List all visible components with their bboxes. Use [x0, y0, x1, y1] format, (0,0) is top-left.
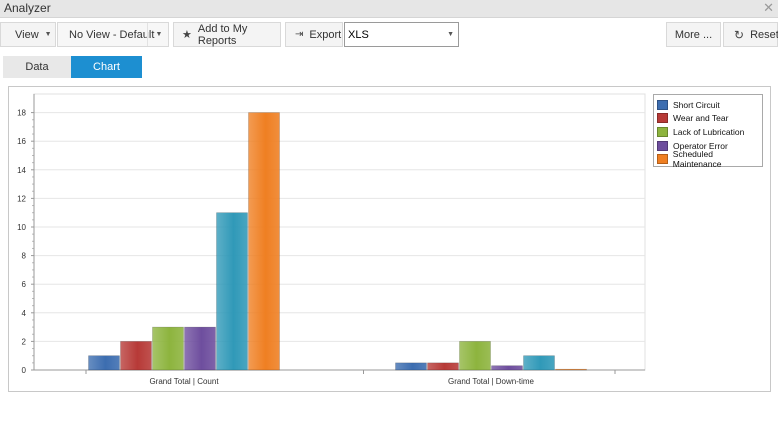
legend-label: Short Circuit	[673, 99, 720, 110]
window-titlebar: Analyzer ✕	[0, 0, 778, 18]
reset-icon: ↻	[734, 27, 745, 42]
bar-1-2	[459, 341, 491, 371]
chart-legend: Short Circuit Wear and Tear Lack of Lubric…	[653, 94, 763, 170]
y-tick-label: 14	[17, 166, 26, 175]
x-category-label: Grand Total | Down-time	[448, 377, 535, 386]
add-to-reports-button[interactable]: ★ Add to My Reports	[173, 22, 281, 47]
y-tick-label: 10	[17, 223, 26, 232]
y-tick-label: 0	[22, 366, 27, 375]
bar-1-3	[491, 365, 523, 371]
y-tick-label: 8	[22, 252, 27, 261]
export-format-select[interactable]: XLS ▼	[344, 22, 459, 47]
view-selector-label: No View - Default	[69, 28, 155, 41]
view-label: View	[15, 28, 39, 41]
more-label: More ...	[674, 28, 713, 41]
chevron-down-icon: ▼	[44, 31, 52, 38]
more-button[interactable]: More ...	[666, 22, 721, 47]
reset-label: Reset	[750, 28, 778, 41]
legend-swatch	[657, 99, 668, 110]
chart-panel: 0 2 4 6 8 10 12 14 16 18 Grand Total | Count Grand …	[8, 86, 771, 392]
window-title: Analyzer	[4, 1, 51, 15]
legend-label: Scheduled Maintenance	[672, 149, 722, 170]
legend-label: Operator Error	[673, 140, 728, 151]
x-category-label: Grand Total | Count	[149, 377, 219, 386]
bar-1-1	[427, 362, 459, 371]
y-tick-label: 12	[17, 194, 26, 203]
bar-1-0	[395, 362, 427, 371]
export-icon: ⇥	[295, 29, 304, 40]
view-menu-button[interactable]: View ▼	[0, 22, 56, 47]
bar-1-5	[555, 368, 587, 371]
reset-button[interactable]: ↻ Reset	[723, 22, 778, 47]
y-tick-label: 6	[22, 280, 27, 289]
y-tick-label: 18	[17, 109, 26, 118]
bar-0-3	[184, 326, 216, 371]
export-format-value: XLS	[348, 28, 369, 41]
star-icon: ★	[182, 29, 192, 41]
y-tick-label: 2	[22, 337, 27, 346]
legend-swatch	[657, 113, 668, 124]
view-selector-dropdown[interactable]: ▼	[147, 23, 170, 46]
y-tick-label: 4	[22, 309, 27, 318]
y-tick-label: 16	[17, 137, 26, 146]
view-selector[interactable]: No View - Default ▼	[57, 22, 169, 47]
chevron-down-icon: ▼	[447, 31, 454, 38]
chevron-down-icon: ▼	[155, 31, 163, 38]
tab-data[interactable]: Data	[3, 56, 71, 78]
bar-1-4	[523, 355, 555, 371]
toolbar: View ▼ No View - Default ▼ ★ Add to My R…	[0, 22, 778, 48]
legend-item: Scheduled Maintenance	[657, 149, 762, 170]
legend-swatch	[657, 140, 668, 151]
export-label: Export	[309, 28, 342, 41]
add-to-reports-label: Add to My Reports	[197, 22, 248, 47]
legend-item: Operator Error	[657, 139, 762, 153]
close-icon[interactable]: ✕	[763, 0, 774, 15]
bar-0-1	[120, 341, 152, 371]
bar-chart: 0 2 4 6 8 10 12 14 16 18 Grand Total | Count Grand …	[17, 93, 646, 386]
legend-swatch	[657, 154, 668, 165]
legend-label: Lack of Lubrication	[673, 126, 745, 137]
bar-0-5	[248, 112, 280, 371]
legend-item: Wear and Tear	[657, 112, 762, 126]
export-button[interactable]: ⇥ Export	[285, 22, 343, 47]
legend-swatch	[657, 126, 668, 137]
tab-chart[interactable]: Chart	[71, 56, 142, 78]
bar-0-2	[152, 326, 184, 371]
legend-item: Lack of Lubrication	[657, 125, 762, 139]
legend-label: Wear and Tear	[673, 113, 729, 124]
legend-item: Short Circuit	[657, 98, 762, 112]
bar-0-0	[88, 355, 120, 371]
bar-0-4	[216, 212, 248, 371]
plot-area	[33, 93, 646, 371]
